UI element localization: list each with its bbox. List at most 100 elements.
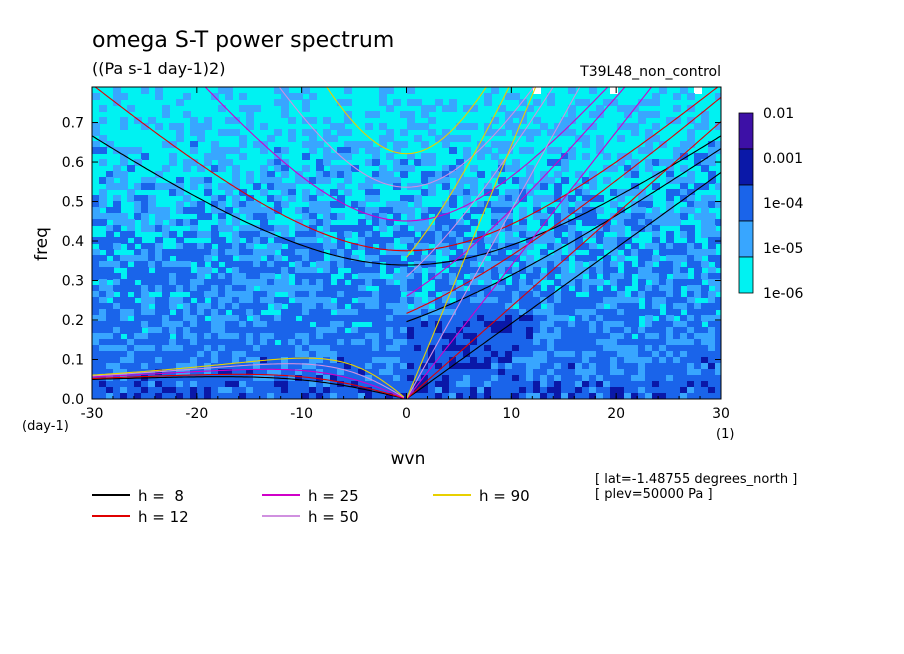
field-cell	[463, 213, 471, 220]
field-cell	[421, 303, 429, 310]
field-cell	[141, 219, 149, 226]
field-cell	[197, 201, 205, 208]
field-cell	[106, 321, 114, 328]
field-cell	[645, 285, 653, 292]
field-cell	[519, 303, 527, 310]
field-cell	[442, 105, 450, 112]
field-cell	[442, 333, 450, 340]
field-cell	[715, 351, 721, 358]
field-cell	[680, 351, 688, 358]
field-cell	[372, 279, 380, 286]
field-cell	[470, 279, 478, 286]
field-cell	[176, 333, 184, 340]
field-cell	[645, 219, 653, 226]
field-cell	[610, 339, 618, 346]
field-cell	[491, 285, 499, 292]
field-cell	[92, 237, 100, 244]
field-cell	[414, 135, 422, 142]
field-cell	[337, 333, 345, 340]
field-cell	[281, 315, 289, 322]
field-cell	[666, 357, 674, 364]
field-cell	[428, 273, 436, 280]
field-cell	[337, 183, 345, 190]
field-cell	[666, 255, 674, 262]
field-cell	[162, 213, 170, 220]
field-cell	[659, 351, 667, 358]
field-cell	[393, 249, 401, 256]
field-cell	[127, 393, 135, 399]
field-cell	[652, 309, 660, 316]
field-cell	[246, 207, 254, 214]
field-cell	[197, 315, 205, 322]
field-cell	[687, 345, 695, 352]
field-cell	[197, 351, 205, 358]
field-cell	[666, 171, 674, 178]
field-cell	[428, 261, 436, 268]
field-cell	[666, 339, 674, 346]
field-cell	[127, 363, 135, 370]
field-cell	[106, 309, 114, 316]
field-cell	[463, 105, 471, 112]
field-cell	[533, 267, 541, 274]
field-cell	[351, 333, 359, 340]
field-cell	[302, 351, 310, 358]
field-cell	[610, 297, 618, 304]
field-cell	[687, 315, 695, 322]
field-cell	[589, 255, 597, 262]
field-cell	[183, 255, 191, 262]
field-cell	[218, 339, 226, 346]
field-cell	[211, 351, 219, 358]
field-cell	[190, 159, 198, 166]
field-cell	[533, 363, 541, 370]
field-cell	[372, 333, 380, 340]
field-cell	[323, 345, 331, 352]
field-cell	[477, 351, 485, 358]
field-cell	[288, 303, 296, 310]
field-cell	[540, 345, 548, 352]
field-cell	[365, 141, 373, 148]
field-cell	[610, 321, 618, 328]
field-cell	[519, 213, 527, 220]
field-cell	[596, 291, 604, 298]
field-cell	[554, 303, 562, 310]
field-cell	[232, 309, 240, 316]
field-cell	[449, 315, 457, 322]
field-cell	[232, 231, 240, 238]
field-cell	[253, 333, 261, 340]
field-cell	[505, 303, 513, 310]
field-cell	[407, 213, 415, 220]
field-cell	[708, 171, 716, 178]
field-cell	[281, 333, 289, 340]
field-cell	[372, 369, 380, 376]
field-cell	[127, 273, 135, 280]
field-cell	[176, 249, 184, 256]
field-cell	[568, 105, 576, 112]
dispersion-curve-h50-gravity	[278, 87, 535, 188]
field-cell	[694, 123, 702, 130]
field-cell	[274, 345, 282, 352]
field-cell	[505, 213, 513, 220]
field-cell	[617, 189, 625, 196]
field-cell	[176, 261, 184, 268]
field-cell	[211, 357, 219, 364]
field-cell	[463, 177, 471, 184]
field-cell	[561, 267, 569, 274]
field-cell	[624, 387, 632, 394]
field-cell	[225, 339, 233, 346]
field-cell	[155, 267, 163, 274]
field-cell	[568, 375, 576, 382]
field-cell	[428, 153, 436, 160]
field-cell	[624, 237, 632, 244]
field-cell	[554, 225, 562, 232]
field-cell	[666, 387, 674, 394]
field-cell	[575, 369, 583, 376]
field-cell	[106, 339, 114, 346]
field-cell	[267, 363, 275, 370]
field-cell	[638, 393, 646, 399]
field-cell	[260, 207, 268, 214]
field-cell	[407, 165, 415, 172]
field-cell	[176, 243, 184, 250]
field-cell	[694, 363, 702, 370]
field-cell	[323, 135, 331, 142]
field-cell	[526, 255, 534, 262]
